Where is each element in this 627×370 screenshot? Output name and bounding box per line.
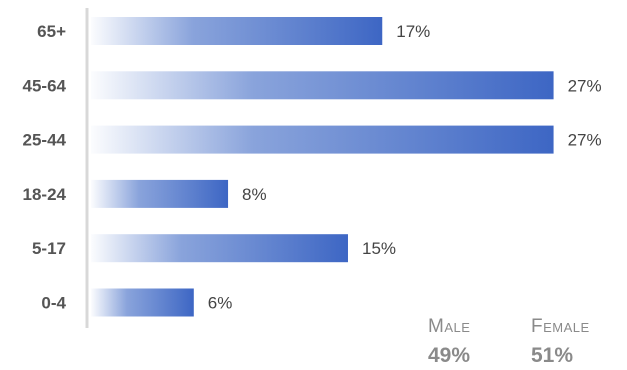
- value-label-5-17: 15%: [362, 239, 396, 258]
- category-label-18-24: 18-24: [23, 185, 67, 204]
- value-label-18-24: 8%: [242, 185, 267, 204]
- bar-25-44: [91, 125, 554, 154]
- value-label-0-4: 6%: [208, 294, 233, 313]
- legend-female: Female 51%: [531, 316, 590, 368]
- value-label-45-64: 27%: [568, 76, 602, 95]
- category-label-45-64: 45-64: [23, 76, 67, 95]
- category-label-0-4: 0-4: [41, 294, 66, 313]
- bar-65-: [91, 17, 383, 45]
- category-label-25-44: 25-44: [23, 131, 67, 150]
- legend-male-label: Male: [428, 316, 471, 337]
- legend-female-label: Female: [531, 316, 590, 337]
- category-label-65-: 65+: [37, 22, 66, 41]
- legend-male: Male 49%: [428, 316, 470, 368]
- legend-female-value: 51%: [531, 344, 574, 367]
- value-label-65-: 17%: [396, 22, 430, 41]
- legend-male-value: 49%: [428, 344, 471, 367]
- category-label-5-17: 5-17: [32, 239, 66, 258]
- bar-0-4: [91, 288, 194, 317]
- bar-18-24: [91, 179, 229, 208]
- bar-45-64: [91, 71, 554, 100]
- bar-5-17: [91, 234, 348, 263]
- value-label-25-44: 27%: [568, 131, 602, 150]
